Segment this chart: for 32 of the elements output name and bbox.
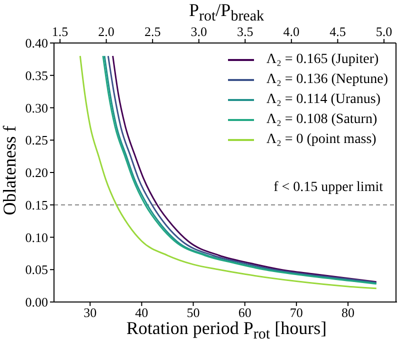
ref-line-label: f < 0.15 upper limit <box>274 180 384 195</box>
x2-tick-label: 4.0 <box>283 24 300 39</box>
x-tick-label: 40 <box>135 305 148 320</box>
y-tick-label: 0.30 <box>25 100 48 116</box>
legend-label: Λ₂ = 0 (point mass) <box>266 131 376 149</box>
x-axis-title: Rotation period P$_{rot}$ [hours] <box>126 318 327 343</box>
y-tick-label: 0.40 <box>25 36 48 51</box>
legend-label: Λ₂ = 0.165 (Jupiter) <box>266 51 379 69</box>
legend-label: Λ₂ = 0.136 (Neptune) <box>266 71 388 89</box>
x2-tick-label: 1.5 <box>52 24 68 39</box>
x-tick-label: 70 <box>290 305 303 320</box>
legend-label: Λ₂ = 0.114 (Uranus) <box>266 91 380 109</box>
y-tick-label: 0.15 <box>25 197 48 212</box>
y-axis-title: Oblateness f <box>0 124 20 218</box>
x2-axis-title: P$_{rot}$/P$_{break}$ <box>188 0 265 26</box>
x2-tick-label: 3.0 <box>190 24 207 39</box>
y-tick-label: 0.20 <box>25 165 48 180</box>
x2-tick-label: 4.5 <box>330 24 346 39</box>
x2-tick-label: 2.0 <box>98 24 114 39</box>
x2-tick-label: 2.5 <box>144 24 161 39</box>
x2-tick-label: 3.5 <box>237 24 254 39</box>
x-tick-label: 30 <box>84 305 97 320</box>
x-tick-label: 60 <box>238 305 252 320</box>
x-tick-label: 80 <box>342 305 354 320</box>
y-tick-label: 0.05 <box>25 262 48 278</box>
y-tick-label: 0.25 <box>25 132 48 148</box>
y-tick-label: 0.00 <box>25 294 48 310</box>
x-tick-label: 50 <box>186 305 200 320</box>
y-tick-label: 0.10 <box>25 230 48 245</box>
x2-tick-label: 5.0 <box>376 24 392 39</box>
y-tick-label: 0.35 <box>25 68 48 83</box>
legend-label: Λ₂ = 0.108 (Saturn) <box>266 111 378 129</box>
